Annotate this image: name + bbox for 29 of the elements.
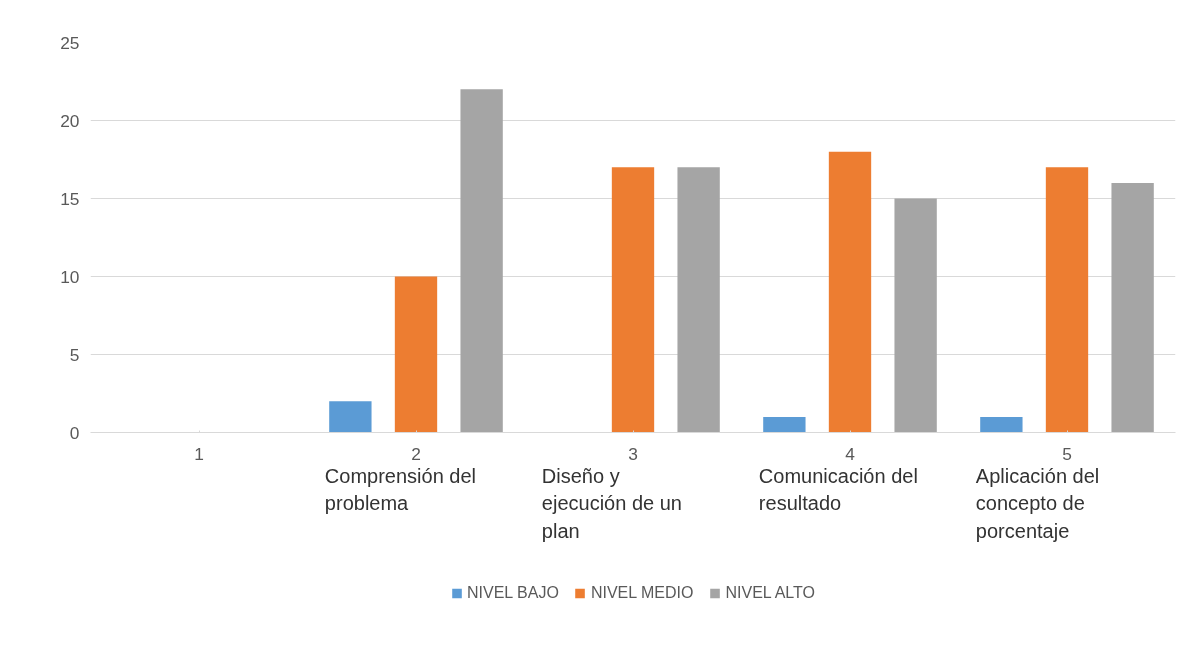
x-tick-label: 4 — [845, 443, 856, 464]
y-tick-label: 25 — [60, 32, 80, 53]
bar — [1045, 167, 1089, 433]
y-tick-label: 5 — [69, 344, 80, 365]
bar — [763, 416, 806, 433]
x-tick-label: 3 — [628, 443, 638, 464]
legend-label: NIVEL MEDIO — [590, 584, 694, 602]
x-tick-label: 5 — [1062, 443, 1072, 464]
y-tick-label: 10 — [60, 266, 80, 287]
bar — [611, 167, 655, 433]
y-tick-label: 0 — [69, 422, 80, 443]
text: Aplicación del concepto de porcentaje — [975, 464, 1100, 542]
bar — [677, 167, 720, 433]
legend-label: NIVEL ALTO — [725, 584, 815, 602]
bar — [460, 89, 503, 433]
text: Comprensión del problema — [324, 464, 477, 514]
y-tick-label: 15 — [60, 188, 80, 209]
text: Comunicación del resultado — [758, 464, 918, 514]
bar — [1111, 182, 1154, 433]
x-tick-label: 2 — [411, 443, 421, 464]
legend-label: NIVEL BAJO — [467, 584, 559, 602]
y-tick-label: 20 — [60, 110, 80, 131]
bar — [329, 401, 372, 433]
bar — [980, 416, 1023, 433]
bar — [894, 198, 937, 433]
x-tick-label: 1 — [194, 443, 204, 464]
bar — [828, 151, 872, 433]
text: Diseño y ejecución de un plan — [541, 464, 682, 542]
bar — [394, 276, 438, 433]
